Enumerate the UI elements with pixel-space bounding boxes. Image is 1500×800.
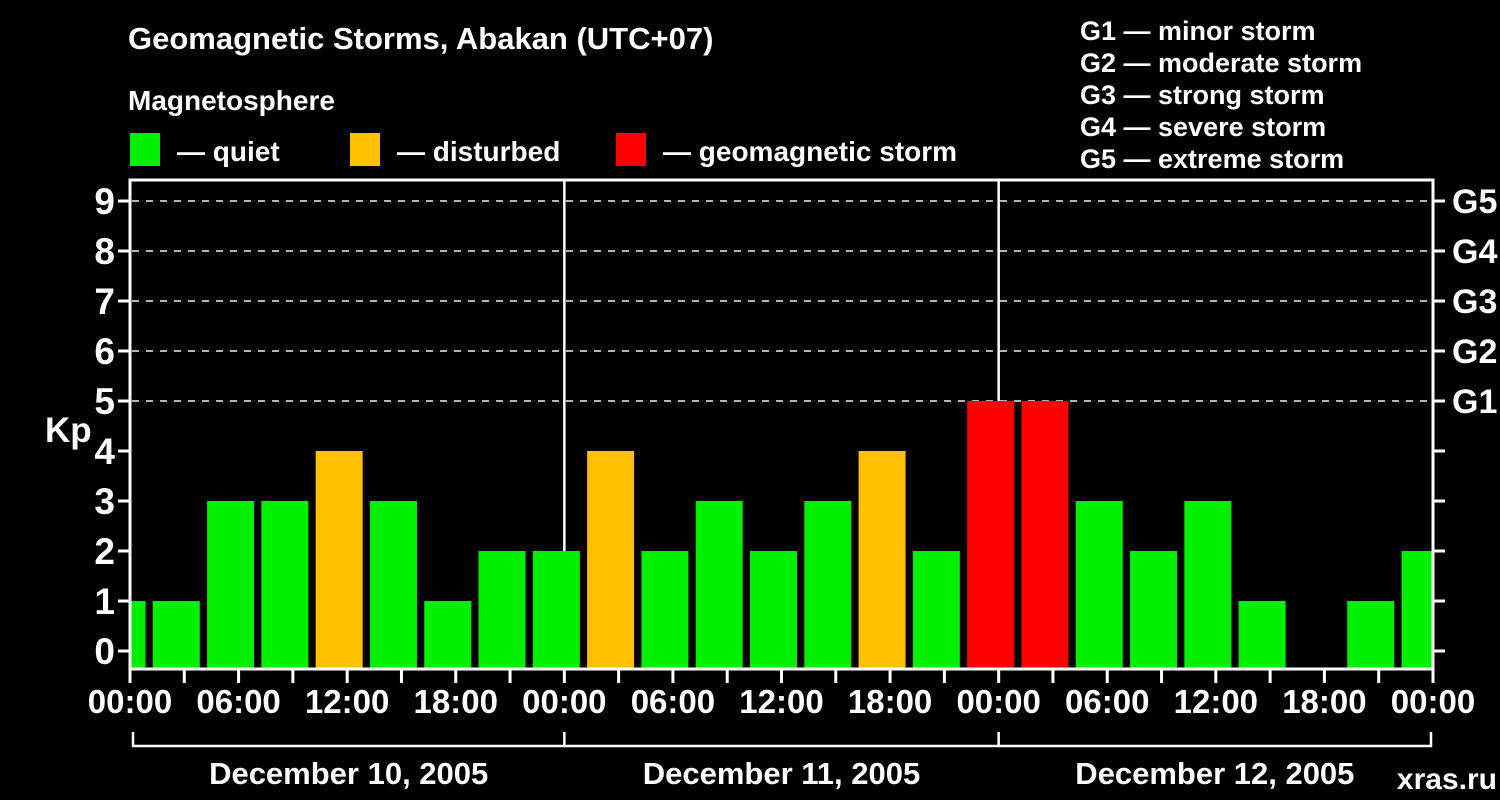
g-scale-label: G3 — [1452, 283, 1497, 321]
time-label: 00:00 — [88, 683, 172, 720]
y-tick-labels: 0 1 2 3 4 5 6 7 8 9 — [94, 181, 115, 672]
kp-bar — [912, 551, 960, 668]
g-scale-labels: G1 G2 G3 G4 G5 — [1452, 183, 1497, 421]
kp-bar — [1021, 401, 1069, 668]
kp-bar — [1130, 551, 1178, 668]
time-labels: 00:00 06:00 12:00 18:00 00:00 06:00 12:00 18:00… — [88, 683, 1475, 720]
time-label: 18:00 — [414, 683, 498, 720]
y-tick-label: 9 — [94, 181, 115, 222]
page-title: Geomagnetic Storms, Abakan (UTC+07) — [128, 21, 713, 56]
legend-label-storm: — geomagnetic storm — [663, 136, 957, 167]
kp-bar — [207, 501, 255, 668]
axis-ticks — [118, 199, 1445, 683]
date-labels: December 10, 2005 December 11, 2005 Decemb… — [209, 756, 1354, 791]
kp-bar — [369, 501, 417, 668]
date-bracket — [131, 732, 1433, 748]
kp-bar — [152, 601, 200, 668]
g-scale-legend-line: G3 — strong storm — [1080, 80, 1325, 110]
legend-swatch-disturbed — [350, 133, 380, 166]
y-tick-label: 6 — [94, 331, 115, 372]
kp-bars — [131, 401, 1432, 668]
legend-label-disturbed: — disturbed — [397, 136, 560, 167]
kp-bar — [1184, 501, 1232, 668]
g-scale-legend-line: G4 — severe storm — [1080, 112, 1326, 142]
y-tick-label: 2 — [94, 531, 115, 572]
kp-bar — [315, 451, 363, 668]
kp-bar — [967, 401, 1015, 668]
y-tick-label: 7 — [94, 281, 115, 322]
kp-bar — [478, 551, 526, 668]
date-label: December 10, 2005 — [209, 756, 488, 791]
kp-bar — [587, 451, 635, 668]
kp-bar — [261, 501, 309, 668]
g-scale-legend-line: G1 — minor storm — [1080, 16, 1316, 46]
g-scale-label: G5 — [1452, 183, 1497, 221]
kp-bar — [1075, 501, 1123, 668]
y-tick-label: 8 — [94, 231, 115, 272]
legend-swatch-storm — [616, 133, 646, 166]
time-label: 06:00 — [631, 683, 715, 720]
time-label: 12:00 — [739, 683, 823, 720]
legend-swatch-quiet — [130, 133, 160, 166]
kp-bar — [750, 551, 797, 668]
kp-bar — [858, 451, 906, 668]
kp-bar — [1401, 551, 1432, 668]
time-label: 06:00 — [196, 683, 280, 720]
g-scale-legend-line: G2 — moderate storm — [1080, 48, 1362, 78]
g-scale-legend: G1 — minor storm G2 — moderate storm G3 … — [1080, 16, 1362, 174]
legend-label-quiet: — quiet — [177, 136, 280, 167]
y-tick-label: 5 — [94, 381, 115, 422]
time-label: 12:00 — [1174, 683, 1258, 720]
y-axis-title: Kp — [45, 411, 92, 450]
gridlines — [132, 200, 1431, 402]
g-scale-label: G4 — [1452, 233, 1497, 271]
kp-bar — [424, 601, 472, 668]
kp-bar — [131, 601, 146, 668]
kp-bar — [695, 501, 743, 668]
time-label: 18:00 — [848, 683, 932, 720]
kp-bar — [641, 551, 689, 668]
kp-bar — [1238, 601, 1286, 668]
plot-frame — [128, 178, 1435, 671]
time-label: 00:00 — [522, 683, 606, 720]
date-label: December 12, 2005 — [1075, 756, 1354, 791]
time-label: 00:00 — [956, 683, 1040, 720]
time-label: 00:00 — [1391, 683, 1475, 720]
watermark: xras.ru — [1397, 763, 1497, 796]
kp-bar — [1347, 601, 1395, 668]
y-tick-label: 4 — [94, 431, 115, 472]
chart-subtitle: Magnetosphere — [128, 85, 335, 116]
g-scale-label: G1 — [1452, 383, 1497, 421]
y-tick-label: 0 — [94, 631, 115, 672]
y-tick-label: 1 — [94, 581, 115, 622]
kp-bar — [804, 501, 852, 668]
color-legend: — quiet — disturbed — geomagnetic storm — [130, 133, 957, 167]
time-label: 18:00 — [1282, 683, 1366, 720]
g-scale-legend-line: G5 — extreme storm — [1080, 144, 1344, 174]
kp-bar — [532, 551, 580, 668]
g-scale-label: G2 — [1452, 333, 1497, 371]
time-label: 06:00 — [1065, 683, 1149, 720]
time-label: 12:00 — [305, 683, 389, 720]
date-label: December 11, 2005 — [643, 756, 921, 791]
y-tick-label: 3 — [94, 481, 115, 522]
